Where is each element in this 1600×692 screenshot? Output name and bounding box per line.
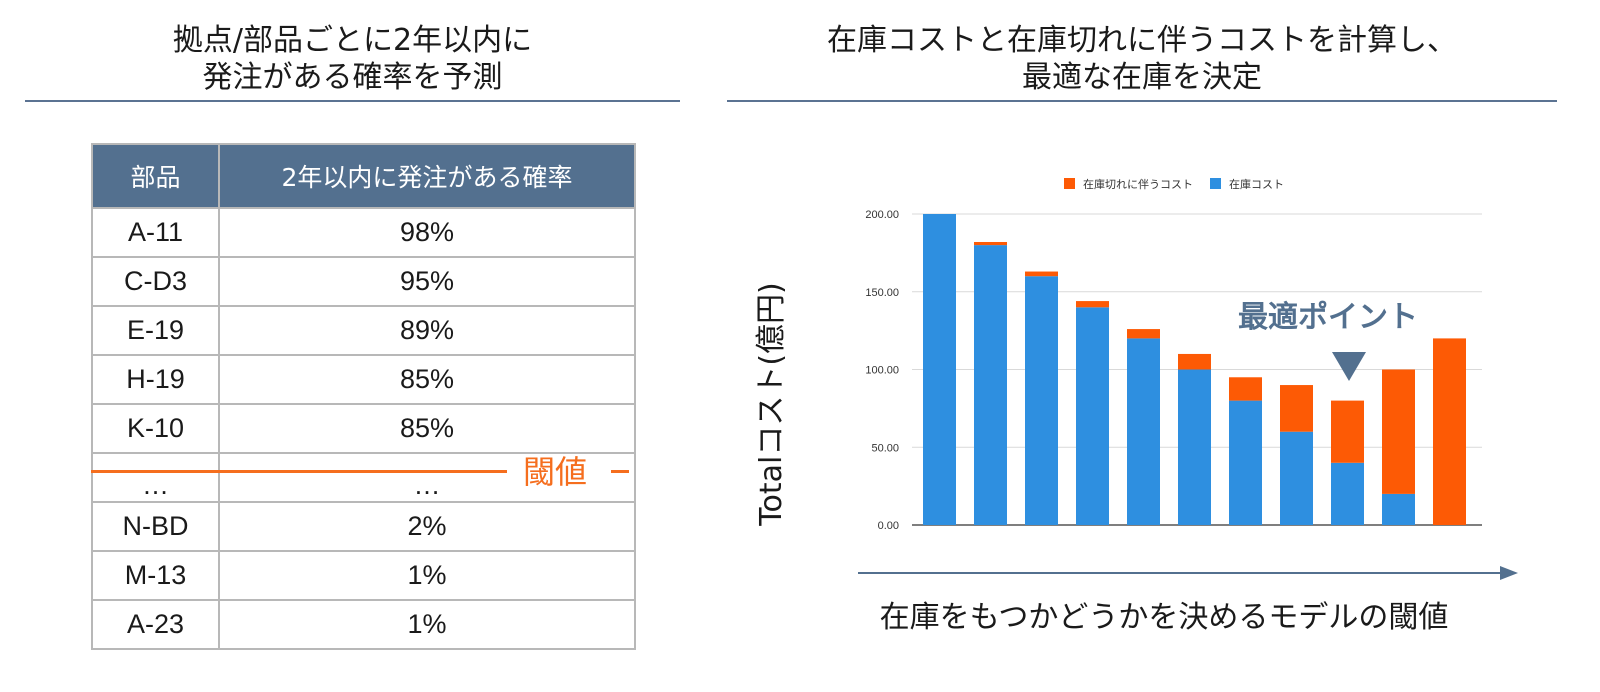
right-heading-rule [727,100,1557,102]
x-axis-arrow-head [1500,566,1518,580]
probability-table: 部品 2年以内に発注がある確率 A-11 98% C-D3 95% E-19 89% … [91,143,636,650]
probability-cell: 1% [218,599,636,650]
part-cell: H-19 [91,354,220,405]
table-row: N-BD 2% [91,501,636,552]
table-row: C-D3 95% [91,256,636,307]
table-row-ellipsis: …… [91,452,636,503]
y-tick-label: 200.00 [865,209,899,221]
y-tick-label: 0.00 [878,520,899,532]
probability-cell: 98% [218,207,636,258]
table-row: M-13 1% [91,550,636,601]
y-tick-label: 100.00 [865,365,899,377]
bar-stockout-cost [974,241,1007,246]
y-tick-label: 50.00 [871,442,899,454]
bar-stockout-cost [1127,329,1160,339]
table-header-row: 部品 2年以内に発注がある確率 [91,143,636,209]
legend-swatch-stock [1210,178,1221,189]
threshold-line-tail [611,470,629,473]
part-cell: M-13 [91,550,220,601]
bar-stock-cost [1229,400,1262,525]
legend-label-stockout: 在庫切れに伴うコスト [1083,178,1193,191]
chart-legend-stockout: 在庫切れに伴うコスト [1064,178,1193,192]
part-cell: A-11 [91,207,220,258]
threshold-line [91,470,507,473]
bar-stockout-cost [1076,301,1109,308]
table-row: A-23 1% [91,599,636,650]
bar-stock-cost [1382,493,1415,525]
probability-cell: 85% [218,403,636,454]
probability-cell: 89% [218,305,636,356]
bar-stock-cost [923,214,956,525]
optimal-point-marker [1332,352,1366,381]
probability-cell: 2% [218,501,636,552]
table-row: K-10 85% [91,403,636,454]
right-heading-line1: 在庫コストと在庫切れに伴うコストを計算し、 [827,23,1457,58]
part-cell: K-10 [91,403,220,454]
right-heading: 在庫コストと在庫切れに伴うコストを計算し、 最適な在庫を決定 [727,22,1557,96]
part-cell: E-19 [91,305,220,356]
chart-y-axis-label: Totalコスト(億円) [754,282,789,526]
part-cell: N-BD [91,501,220,552]
y-tick-label: 150.00 [865,287,899,299]
left-heading-line1: 拠点/部品ごとに2年以内に [172,23,533,58]
bar-stockout-cost [1331,400,1364,463]
bar-stockout-cost [1229,377,1262,401]
legend-label-stock: 在庫コスト [1229,178,1284,191]
bar-stockout-cost [1025,271,1058,277]
table-row: E-19 89% [91,305,636,356]
table-header-part: 部品 [91,143,220,209]
bar-stock-cost [1331,462,1364,525]
table-row: A-11 98% [91,207,636,258]
optimal-point-label: 最適ポイント [1238,300,1418,335]
chart-legend-stock: 在庫コスト [1210,178,1284,192]
bar-stock-cost [974,245,1007,525]
bar-stockout-cost [1178,353,1211,370]
bar-stockout-cost [1280,385,1313,432]
bar-stock-cost [1127,338,1160,525]
probability-cell: 1% [218,550,636,601]
table-header-probability: 2年以内に発注がある確率 [218,143,636,209]
bar-stock-cost [1280,431,1313,525]
bar-stockout-cost [1433,338,1466,525]
chart-x-axis-label: 在庫をもつかどうかを決めるモデルの閾値 [879,600,1449,635]
probability-cell: … [218,452,636,503]
part-cell: … [91,452,220,503]
threshold-label: 閾値 [523,453,588,491]
legend-swatch-stockout [1064,178,1075,189]
bar-stock-cost [1025,276,1058,525]
bar-stockout-cost [1382,369,1415,494]
bar-stock-cost [1076,307,1109,525]
part-cell: C-D3 [91,256,220,307]
right-heading-line2: 最適な在庫を決定 [1022,60,1262,95]
part-cell: A-23 [91,599,220,650]
left-heading-rule [25,100,680,102]
left-heading: 拠点/部品ごとに2年以内に 発注がある確率を予測 [25,22,680,96]
probability-cell: 95% [218,256,636,307]
table-row: H-19 85% [91,354,636,405]
probability-cell: 85% [218,354,636,405]
bar-stock-cost [1178,369,1211,525]
left-heading-line2: 発注がある確率を予測 [202,60,503,95]
